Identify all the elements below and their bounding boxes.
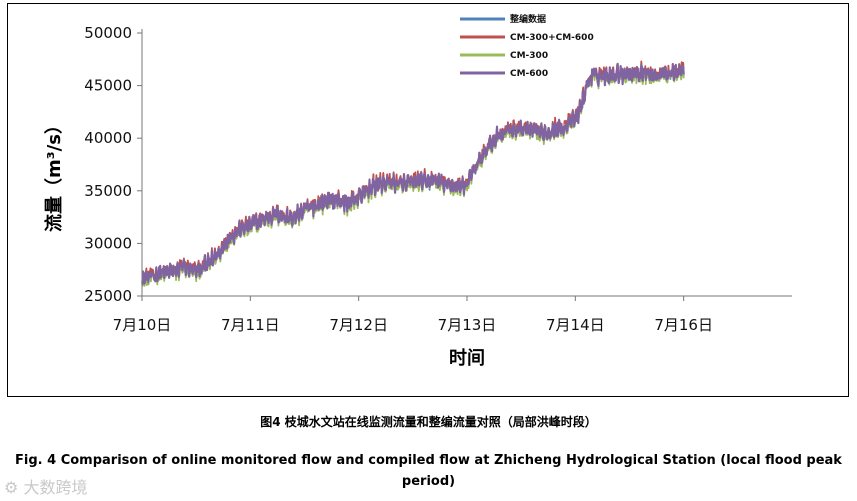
x-tick-label: 7月13日 <box>438 316 497 334</box>
y-axis-title: 流量（m³/s） <box>43 116 65 232</box>
series-line-4 <box>141 62 685 285</box>
figure-caption-english: Fig. 4 Comparison of online monitored fl… <box>15 453 842 489</box>
figure-frame: 25000 30000 35000 40000 45000 50000 7月10日 7月11日… <box>7 3 849 397</box>
x-axis-title: 时间 <box>449 348 485 369</box>
y-tick-label: 45000 <box>84 77 132 95</box>
x-tick-label: 7月12日 <box>329 316 388 334</box>
legend-label: CM-300 <box>510 51 548 61</box>
x-tick-label: 7月11日 <box>221 316 280 334</box>
legend-label: 整编数据 <box>509 13 546 25</box>
x-tick-label: 7月14日 <box>546 316 605 334</box>
y-tick-label: 40000 <box>84 129 132 147</box>
flow-line-chart: 25000 30000 35000 40000 45000 50000 7月10日 7月11日… <box>43 13 792 369</box>
y-tick-label: 30000 <box>84 234 132 252</box>
axes <box>137 29 792 301</box>
watermark-icon: ⚙ <box>4 478 19 497</box>
y-tick-label: 35000 <box>84 182 132 200</box>
legend: 整编数据 CM-300+CM-600 CM-300 CM-600 <box>460 13 594 79</box>
legend-label: CM-600 <box>510 69 548 79</box>
y-tick-label: 25000 <box>84 287 132 305</box>
watermark-logo: ⚙ 大数跨境 <box>4 474 87 498</box>
x-tick-label: 7月16日 <box>654 316 713 334</box>
legend-label: CM-300+CM-600 <box>510 33 594 43</box>
y-tick-label: 50000 <box>84 24 132 42</box>
x-tick-label: 7月10日 <box>113 316 172 334</box>
watermark-text: 大数跨境 <box>23 478 88 497</box>
tick-labels: 25000 30000 35000 40000 45000 50000 7月10日 7月11日… <box>84 24 713 334</box>
plot-area <box>141 60 685 287</box>
figure-caption-chinese: 图4 枝城水文站在线监测流量和整编流量对照（局部洪峰时段） <box>260 415 597 429</box>
